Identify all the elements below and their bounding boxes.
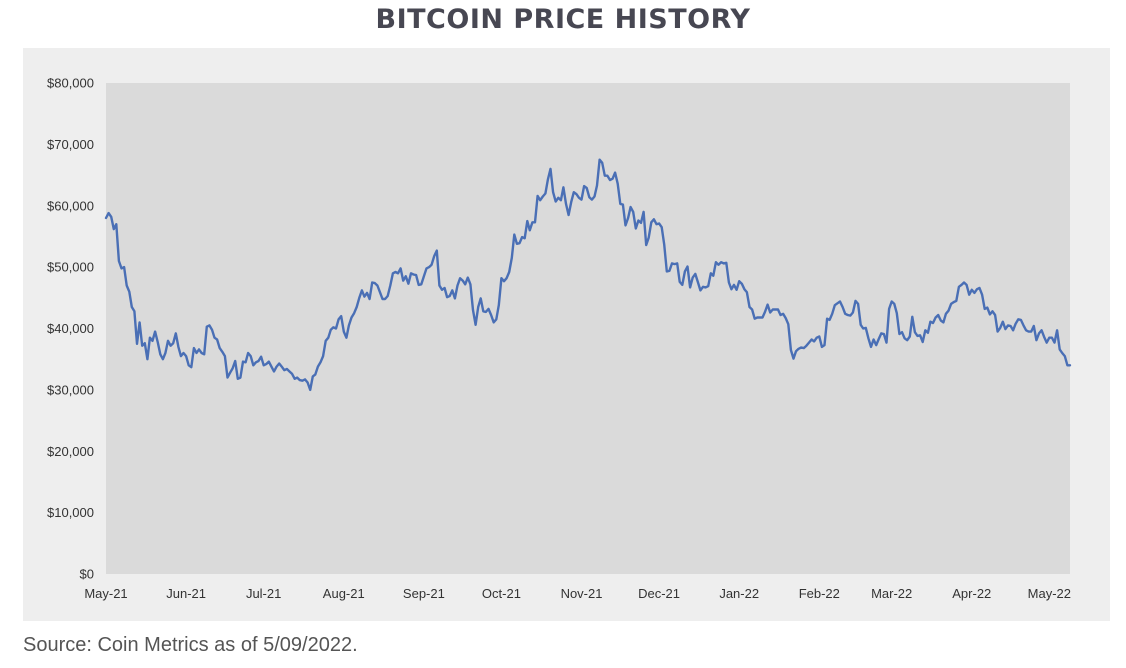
series-layer — [104, 158, 1072, 392]
x-tick-label: May-21 — [84, 586, 127, 601]
source-note: Source: Coin Metrics as of 5/09/2022. — [23, 634, 358, 656]
x-tick-label: Mar-22 — [871, 586, 912, 601]
x-tick-label: Nov-21 — [561, 586, 603, 601]
y-tick-label: $40,000 — [47, 321, 94, 336]
y-tick-label: $30,000 — [47, 382, 94, 397]
price-chart: $0 $10,000 $20,000 $30,000 $40,000 $50,000 $60… — [47, 76, 1072, 601]
x-tick-label: Aug-21 — [323, 586, 365, 601]
x-axis: May-21 Jun-21 Jul-21 Aug-21 Sep-21 Oct-21 Nov-… — [84, 586, 1071, 601]
x-tick-label: Jul-21 — [246, 586, 281, 601]
chart-title: BITCOIN PRICE HISTORY — [375, 4, 751, 35]
chart-panel: $0 $10,000 $20,000 $30,000 $40,000 $50,000 $60… — [23, 48, 1110, 621]
plot-area — [106, 83, 1070, 574]
x-tick-label: Feb-22 — [799, 586, 840, 601]
y-tick-label: $50,000 — [47, 260, 94, 275]
y-tick-label: $20,000 — [47, 444, 94, 459]
price-series-line — [104, 158, 1072, 392]
x-tick-label: Oct-21 — [482, 586, 521, 601]
y-tick-label: $10,000 — [47, 505, 94, 520]
y-tick-label: $70,000 — [47, 137, 94, 152]
y-tick-label: $60,000 — [47, 198, 94, 213]
x-tick-label: Jan-22 — [719, 586, 759, 601]
x-tick-label: Sep-21 — [403, 586, 445, 601]
x-tick-label: Jun-21 — [166, 586, 206, 601]
x-tick-label: Dec-21 — [638, 586, 680, 601]
y-tick-label: $80,000 — [47, 76, 94, 91]
x-tick-label: Apr-22 — [952, 586, 991, 601]
x-tick-label: May-22 — [1028, 586, 1071, 601]
y-axis: $0 $10,000 $20,000 $30,000 $40,000 $50,000 $60… — [47, 76, 94, 582]
y-tick-label: $0 — [80, 567, 94, 582]
